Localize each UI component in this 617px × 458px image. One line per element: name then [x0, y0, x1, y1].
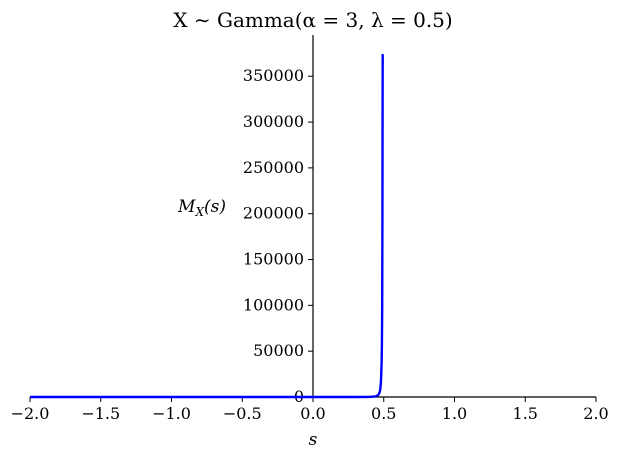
y-tick-label: 150000 [243, 250, 304, 269]
y-tick-label: 300000 [243, 112, 304, 131]
y-axis-label: MX(s) [177, 197, 226, 219]
x-tick-label: 0.0 [300, 404, 325, 423]
x-tick-label: −2.0 [11, 404, 50, 423]
x-tick-label: −1.5 [81, 404, 120, 423]
y-tick-label: 200000 [243, 204, 304, 223]
x-tick-label: 1.0 [442, 404, 467, 423]
y-tick-label: 350000 [243, 66, 304, 85]
y-tick-label: 100000 [243, 295, 304, 314]
x-tick-label: −0.5 [223, 404, 262, 423]
x-ticks: −2.0 −1.5 −1.0 −0.5 0.0 0.5 1.0 1.5 2.0 [11, 397, 609, 423]
axes [30, 35, 596, 398]
y-tick-label: 50000 [253, 341, 304, 360]
chart-title: X ∼ Gamma(α = 3, λ = 0.5) [173, 8, 452, 32]
x-tick-label: −1.0 [152, 404, 191, 423]
series-line [30, 53, 384, 399]
y-tick-label: 250000 [243, 158, 304, 177]
x-tick-label: 0.5 [371, 404, 396, 423]
x-axis-label: s [309, 430, 318, 450]
x-tick-label: 1.5 [513, 404, 538, 423]
y-ticks: 0500001000001500002000002500003000003500… [243, 66, 313, 406]
x-tick-label: 2.0 [583, 404, 608, 423]
